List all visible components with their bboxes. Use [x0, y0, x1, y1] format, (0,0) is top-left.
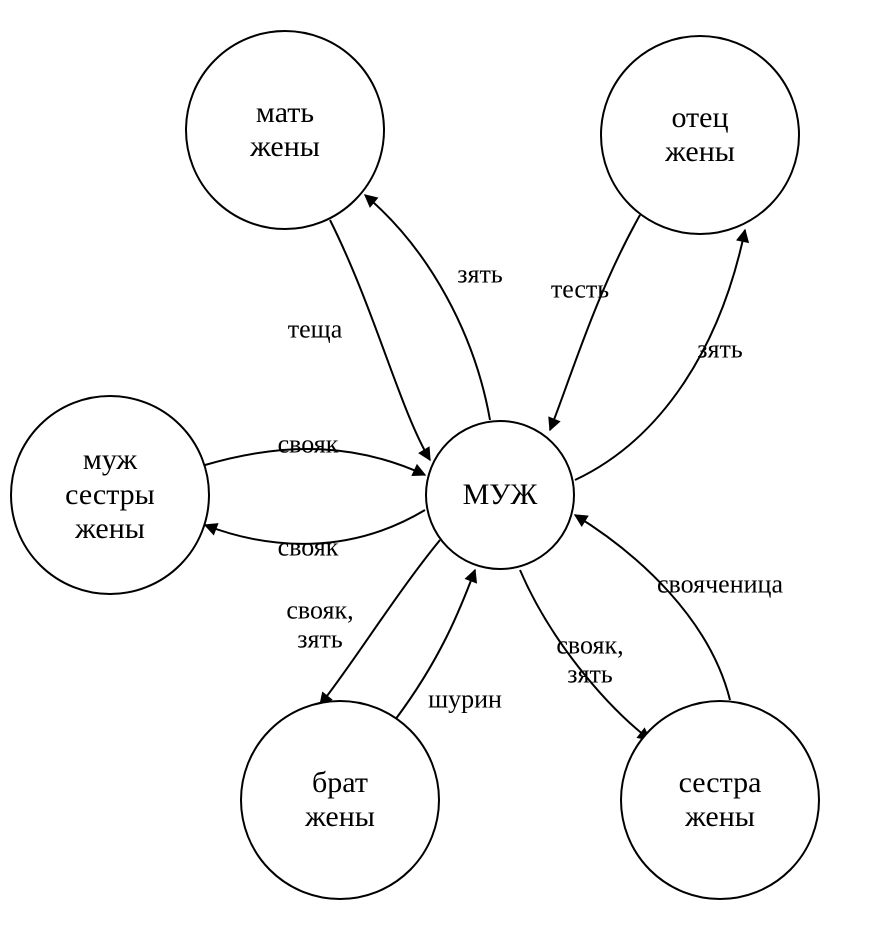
node-center-label: МУЖ — [463, 478, 538, 513]
edge-label-zyat-to-mother: зять — [457, 261, 502, 290]
edge-label-teshcha: теща — [288, 316, 342, 345]
node-sister-of-wife: сестра жены — [620, 700, 820, 900]
node-sister-label: сестра жены — [679, 766, 762, 835]
node-husband-of-wifes-sister: муж сестры жены — [10, 395, 210, 595]
node-husb-sis-label: муж сестры жены — [65, 443, 155, 547]
edge-label-zyat-to-father: зять — [697, 336, 742, 365]
edge-label-svoyak-zyat-brother: свояк, зять — [286, 596, 353, 653]
node-father-of-wife: отец жены — [600, 35, 800, 235]
edge-label-shurin: шурин — [428, 686, 502, 715]
edge-label-test: тесть — [551, 276, 609, 305]
node-father-label: отец жены — [665, 101, 735, 170]
node-brother-label: брат жены — [305, 766, 375, 835]
kinship-diagram: МУЖ мать жены отец жены муж сестры жены … — [0, 0, 886, 926]
node-center: МУЖ — [425, 420, 575, 570]
edge-label-svoyak-out: свояк — [278, 534, 339, 563]
node-mother-label: мать жены — [250, 96, 320, 165]
edge-label-svoyak-zyat-sister: свояк, зять — [556, 631, 623, 688]
edge-label-svoyachenitsa: свояченица — [657, 571, 783, 600]
node-mother-of-wife: мать жены — [185, 30, 385, 230]
node-brother-of-wife: брат жены — [240, 700, 440, 900]
edge-label-svoyak-in: свояк — [278, 431, 339, 460]
